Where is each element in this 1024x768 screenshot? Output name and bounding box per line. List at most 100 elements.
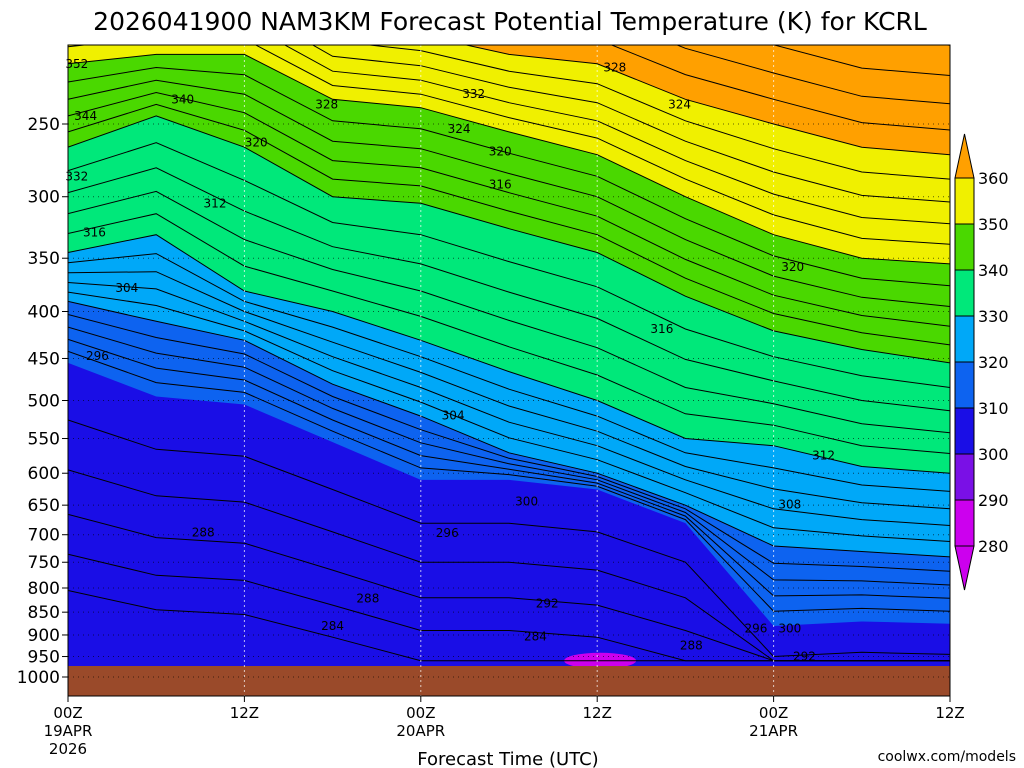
isentrope-line [68,291,950,542]
isentrope-line [68,167,950,412]
band-t290 [68,362,950,696]
contour-label: 344 [74,109,97,123]
colorbar-label: 310 [978,399,1009,418]
x-tick-label: 12Z [583,704,612,722]
x-tick-sublabel: 20APR [396,722,445,740]
y-tick-label: 950 [28,648,60,668]
contour-label: 300 [515,494,538,508]
isentrope-line [365,45,950,180]
x-tick-label: 00Z [406,704,435,722]
colorbar-segment [954,361,975,409]
temperature-bands [68,45,950,696]
colorbar-arrow-top [954,133,975,179]
y-tick-label: 650 [28,496,60,516]
isentrope-line [68,53,950,265]
y-tick-label: 600 [28,464,60,484]
y-tick-label: 500 [28,392,60,412]
y-tick-label: 800 [28,579,60,599]
contour-label: 292 [536,597,559,611]
contour-label: 324 [668,97,691,111]
contour-label: 296 [436,526,459,540]
contour-label: 328 [603,61,626,75]
isentrope-line [68,234,950,474]
isentrope-line [68,326,950,586]
isentrope-line [772,45,950,76]
contour-label: 328 [315,97,338,111]
x-tick-sublabel: 2026 [49,740,87,758]
isentrope-line [68,115,950,364]
contour-label: 296 [86,349,109,363]
contour-label: 340 [171,92,194,106]
isentrope-line [68,103,950,346]
contour-label: 308 [778,498,801,512]
contour-label: 316 [650,322,673,336]
colorbar-label: 280 [978,537,1009,556]
y-tick-label: 750 [28,553,60,573]
contour-labels: 352 340 344 328 332 328 324 324 320 320 332 316 312 3… [65,57,835,664]
colorbar-arrow-bottom [954,545,975,591]
isentrope-line [68,66,950,287]
contour-label: 352 [65,57,88,71]
colorbar-segment [954,407,975,455]
colorbar-segment [954,177,975,225]
x-tick-label: 00Z [759,704,788,722]
x-axis-label: Forecast Time (UTC) [417,749,598,768]
contour-label: 332 [462,87,485,101]
y-tick-label: 550 [28,430,60,450]
isentrope-line [311,45,950,203]
contour-label: 304 [442,408,465,422]
isentrope-line [675,45,950,105]
isentrope-line [68,271,950,510]
x-tick-label: 00Z [53,704,82,722]
isentrope-line [68,590,950,662]
y-axis: 250 300 350 400 450 500 550 600 650 700 750 800 850 9… [17,115,68,688]
contour-label: 292 [793,650,816,664]
contour-label: 300 [778,622,801,636]
isentrope-line [68,45,950,245]
isentrope-line [68,142,950,388]
isentrope-line [68,338,950,599]
contour-label: 288 [680,638,703,652]
colorbar-segment [954,499,975,547]
colorbar-label: 330 [978,307,1009,326]
y-tick-label: 900 [28,626,60,646]
isentrope-line [68,213,950,454]
colorbar-label: 290 [978,491,1009,510]
x-tick-label: 12Z [935,704,964,722]
isentrope-line [610,45,950,131]
x-tick-sublabel: 21APR [749,722,798,740]
chart-title: 2026041900 NAM3KM Forecast Potential Tem… [93,7,927,36]
isentrope-line [68,314,950,572]
contour-label: 324 [448,122,471,136]
contour-label: 304 [115,281,138,295]
y-tick-label: 350 [28,249,60,269]
contour-label: 320 [245,136,268,150]
isentrope-line [68,300,950,558]
y-tick-label: 300 [28,188,60,208]
colorbar-label: 320 [978,353,1009,372]
contour-label: 316 [83,225,106,239]
contour-label: 284 [524,630,547,644]
contour-label: 288 [356,591,379,605]
colorbar-segment [954,269,975,317]
isentrope-line [68,282,950,526]
colorbar: 360 350 340 330 320 310 300 290 280 [954,133,1009,591]
isentrope-line [68,79,950,307]
credit-link[interactable]: coolwx.com/models [878,749,1016,765]
contour-label: 332 [65,169,88,183]
contour-label: 296 [745,621,768,635]
y-tick-label: 1000 [17,668,60,688]
x-tick-label: 12Z [230,704,259,722]
colorbar-segment [954,453,975,501]
isentrope-line [68,91,950,327]
colorbar-label: 340 [978,261,1009,280]
contour-label: 320 [489,145,512,159]
plot-frame [67,44,951,697]
isentrope-line [68,350,950,612]
contour-label: 288 [192,525,215,539]
isentrope-line [283,45,950,225]
colorbar-label: 360 [978,169,1009,188]
contour-label: 312 [204,196,227,210]
